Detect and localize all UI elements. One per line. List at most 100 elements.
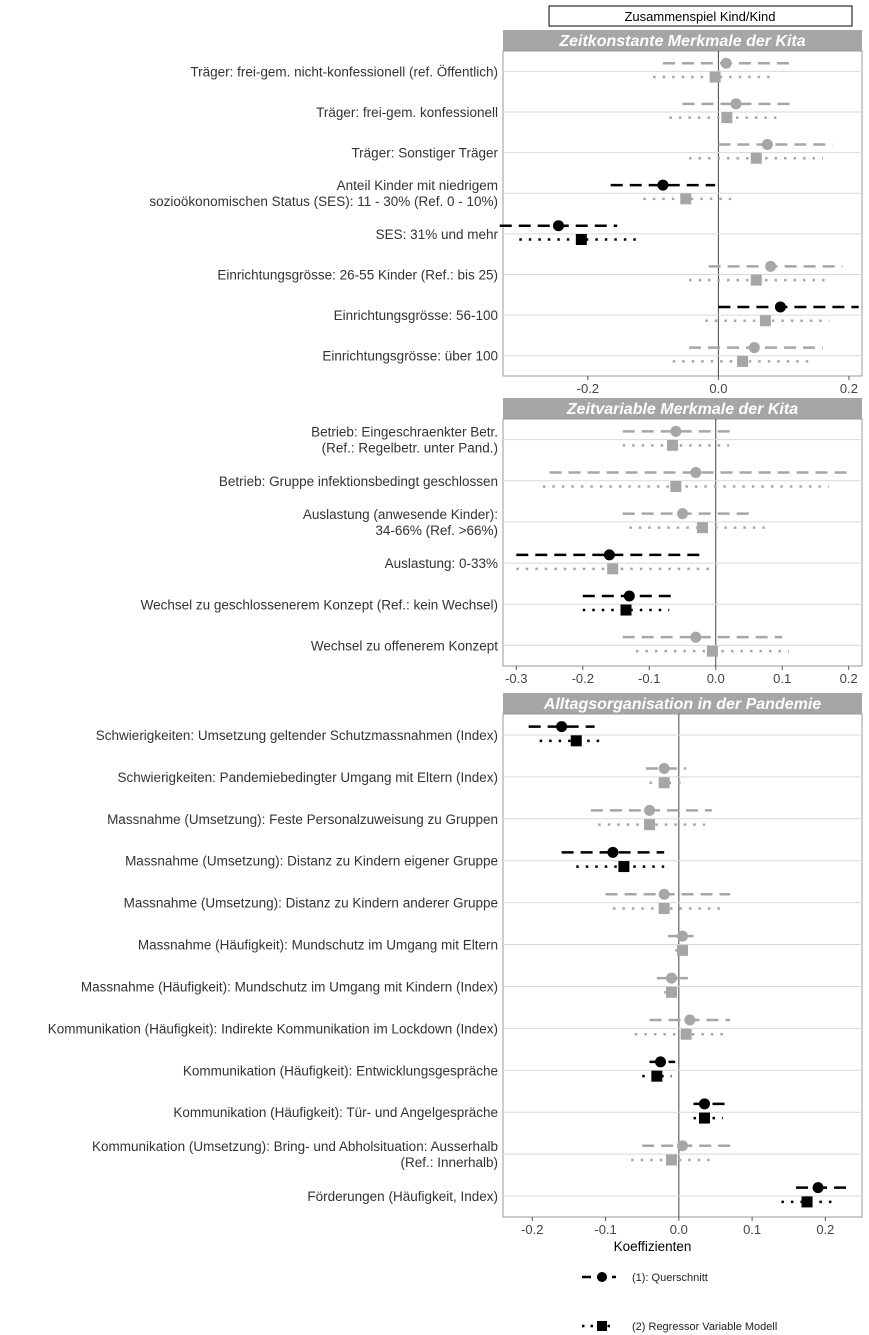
point-regressor <box>680 193 692 205</box>
point-querschnitt <box>698 1098 710 1110</box>
point-querschnitt <box>677 508 688 520</box>
x-tick-label: -0.2 <box>521 1222 543 1237</box>
x-tick-label: 0.2 <box>840 671 858 686</box>
plot-frame <box>502 418 863 667</box>
point-regressor <box>737 355 749 367</box>
point-querschnitt <box>761 138 773 150</box>
point-regressor <box>644 819 656 831</box>
point-querschnitt <box>655 1056 667 1068</box>
point-regressor <box>666 1154 678 1166</box>
row-label: (Ref.: Innerhalb) <box>400 1155 498 1170</box>
point-regressor <box>620 604 632 616</box>
point-querschnitt <box>658 762 670 774</box>
point-regressor <box>759 315 771 327</box>
x-tick-label: 0.2 <box>840 381 858 396</box>
point-regressor <box>750 152 762 164</box>
panel-3: Alltagsorganisation in der Pandemie -0.2 -… <box>48 693 863 1254</box>
plot-frame <box>502 713 863 1218</box>
row-label: Massnahme (Häufigkeit): Mundschutz im Um… <box>138 938 498 953</box>
row-label: Förderungen (Häufigkeit, Index) <box>307 1189 498 1204</box>
row-label: Betrieb: Gruppe infektionsbedingt geschl… <box>219 474 498 489</box>
point-regressor <box>666 986 678 998</box>
header-box-label: Zusammenspiel Kind/Kind <box>624 9 775 24</box>
point-querschnitt <box>730 98 742 110</box>
x-tick-label: -0.2 <box>577 381 599 396</box>
row-label: (Ref.: Regelbetr. unter Pand.) <box>322 441 498 456</box>
point-querschnitt <box>690 467 702 479</box>
row-label: Einrichtungsgrösse: über 100 <box>322 349 498 364</box>
panel-2: Zeitvariable Merkmale der Kita -0.3 -0.2 -0… <box>141 398 863 686</box>
x-axis-label: Koeffizienten <box>614 1239 692 1254</box>
point-querschnitt <box>556 721 568 733</box>
panel-strip <box>503 693 862 714</box>
row-label: Träger: Sonstiger Träger <box>351 146 498 161</box>
point-querschnitt <box>657 179 669 191</box>
x-tick-label: -0.1 <box>594 1222 616 1237</box>
point-regressor <box>721 112 733 124</box>
x-tick-label: -0.2 <box>572 671 594 686</box>
x-tick-label: 0.0 <box>707 671 725 686</box>
point-querschnitt <box>774 301 786 313</box>
point-querschnitt <box>812 1182 824 1194</box>
point-regressor <box>618 861 630 873</box>
point-regressor <box>658 777 670 789</box>
row-label: Einrichtungsgrösse: 56-100 <box>334 308 498 323</box>
row-label: Wechsel zu geschlossenerem Konzept (Ref.… <box>141 597 498 612</box>
legend-label: (2) Regressor Variable Modell <box>632 1321 777 1333</box>
row-label: Massnahme (Umsetzung): Feste Personalzuw… <box>107 812 498 827</box>
point-regressor <box>706 645 718 657</box>
row-label: 34-66% (Ref. >66%) <box>375 523 498 538</box>
point-querschnitt <box>623 590 635 602</box>
point-querschnitt <box>748 342 760 354</box>
row-label: Massnahme (Häufigkeit): Mundschutz im Um… <box>81 979 498 994</box>
x-tick-label: 0.1 <box>743 1222 761 1237</box>
panel-title: Zeitvariable Merkmale der Kita <box>566 401 798 418</box>
point-querschnitt <box>607 846 619 858</box>
point-regressor <box>651 1070 663 1082</box>
row-label: SES: 31% und mehr <box>376 227 499 242</box>
point-querschnitt <box>677 1140 688 1152</box>
row-label: Einrichtungsgrösse: 26-55 Kinder (Ref.: … <box>217 267 498 282</box>
point-regressor <box>667 439 679 451</box>
x-tick-label: 0.0 <box>709 381 727 396</box>
header-box <box>548 5 853 27</box>
point-querschnitt <box>690 631 702 643</box>
point-querschnitt <box>552 220 564 232</box>
point-regressor <box>607 563 619 575</box>
point-regressor <box>677 944 688 956</box>
point-querschnitt <box>666 972 678 984</box>
point-regressor <box>575 234 587 245</box>
panel-title: Alltagsorganisation in der Pandemie <box>543 696 821 713</box>
row-label: sozioökonomischen Status (SES): 11 - 30%… <box>149 194 498 209</box>
point-regressor <box>698 1112 710 1124</box>
row-label: Massnahme (Umsetzung): Distanz zu Kinder… <box>124 896 498 911</box>
point-regressor <box>696 522 708 534</box>
x-tick-label: -0.1 <box>638 671 660 686</box>
row-label: Kommunikation (Häufigkeit): Tür- und Ang… <box>173 1105 498 1120</box>
row-label: Schwierigkeiten: Umsetzung geltender Sch… <box>96 728 498 743</box>
row-label: Kommunikation (Umsetzung): Bring- und Ab… <box>92 1139 498 1154</box>
panel-strip <box>503 30 862 51</box>
point-regressor <box>680 1028 692 1040</box>
row-label: Anteil Kinder mit niedrigem <box>337 178 498 193</box>
point-querschnitt <box>603 549 615 561</box>
point-regressor <box>670 481 682 493</box>
point-querschnitt <box>658 888 670 900</box>
point-querschnitt <box>684 1014 696 1026</box>
legend-marker-square <box>597 1321 607 1331</box>
point-querschnitt <box>720 57 732 69</box>
panel-1: Zeitkonstante Merkmale der Kita -0.2 0.0 0.… <box>149 30 863 396</box>
row-label: Kommunikation (Häufigkeit): Entwicklungs… <box>183 1063 498 1078</box>
point-querschnitt <box>765 260 777 272</box>
panels: Zeitkonstante Merkmale der Kita -0.2 0.0 0.… <box>48 30 863 1254</box>
legend: (1): Querschnitt (2) Regressor Variable M… <box>582 1272 777 1333</box>
legend-marker-circle <box>597 1272 607 1282</box>
point-querschnitt <box>677 930 688 942</box>
row-label: Massnahme (Umsetzung): Distanz zu Kinder… <box>125 854 498 869</box>
point-regressor <box>801 1196 813 1208</box>
point-querschnitt <box>670 425 682 437</box>
row-label: Auslastung (anwesende Kinder): <box>303 507 498 522</box>
point-regressor <box>750 274 762 286</box>
panel-title: Zeitkonstante Merkmale der Kita <box>558 33 805 50</box>
